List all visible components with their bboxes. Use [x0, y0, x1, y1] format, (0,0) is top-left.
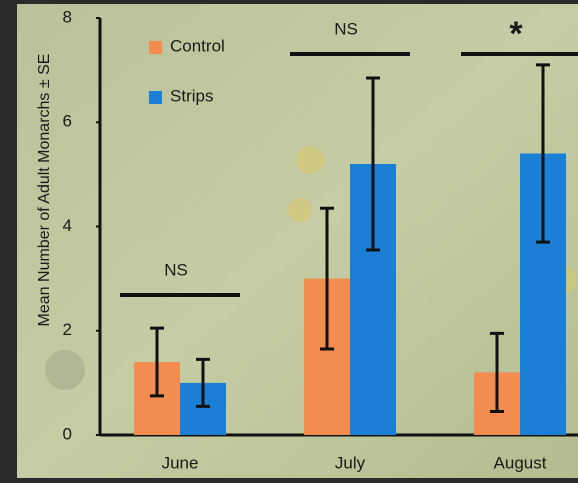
significance-label: NS — [164, 260, 188, 279]
x-tick-label: August — [494, 453, 547, 472]
flower — [296, 146, 324, 174]
flower — [45, 350, 85, 390]
chart: Mean Number of Adult Monarchs ± SE 0 2 4 6 8… — [0, 0, 578, 483]
y-tick-label: 2 — [63, 320, 72, 339]
legend-swatch — [149, 91, 162, 104]
y-tick-label: 8 — [63, 7, 72, 26]
flower — [288, 198, 312, 222]
y-tick-label: 6 — [63, 112, 72, 131]
legend-label: Control — [170, 36, 225, 55]
significance-label: NS — [334, 19, 358, 38]
x-tick-label: July — [335, 453, 366, 472]
y-axis-label: Mean Number of Adult Monarchs ± SE — [36, 54, 53, 327]
y-tick-label: 4 — [63, 216, 72, 235]
legend-label: Strips — [170, 86, 213, 105]
x-tick-label: June — [162, 453, 199, 472]
significance-label: * — [509, 15, 523, 53]
y-tick-label: 0 — [63, 424, 72, 443]
legend-swatch — [149, 41, 162, 54]
